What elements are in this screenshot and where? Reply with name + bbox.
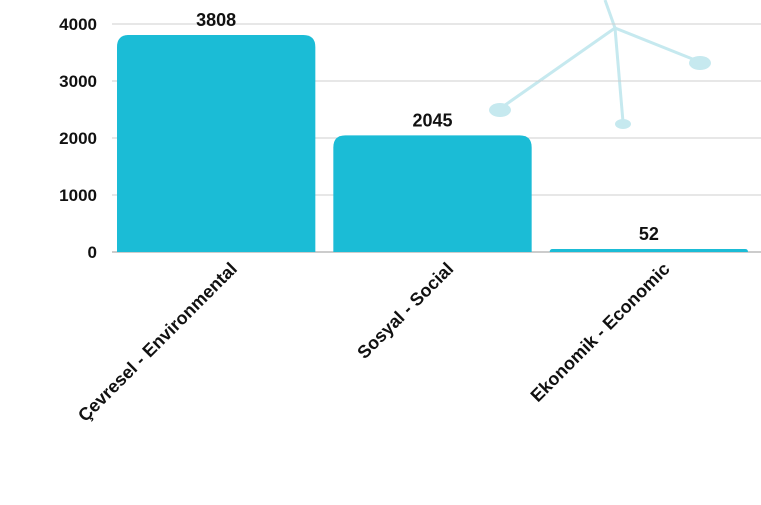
y-tick-label: 2000 — [59, 129, 97, 148]
bar — [549, 249, 748, 252]
bar — [333, 135, 532, 252]
y-tick-label: 3000 — [59, 72, 97, 91]
x-axis-tick-labels: Çevresel - Environmental Sosyal - Social E… — [74, 259, 674, 426]
y-tick-label: 4000 — [59, 15, 97, 34]
x-tick-label: Ekonomik - Economic — [527, 259, 674, 406]
y-tick-label: 1000 — [59, 186, 97, 205]
wind-turbine-icon — [489, 0, 711, 129]
data-labels: 3808 2045 52 — [196, 10, 659, 244]
y-axis-tick-labels: 0 1000 2000 3000 4000 — [59, 15, 97, 262]
data-label: 2045 — [412, 110, 452, 130]
data-label: 52 — [639, 224, 659, 244]
x-tick-label: Sosyal - Social — [353, 259, 457, 363]
x-tick-label: Çevresel - Environmental — [74, 259, 241, 426]
bars — [117, 34, 748, 252]
y-tick-label: 0 — [88, 243, 97, 262]
data-label: 3808 — [196, 10, 236, 30]
bar — [117, 34, 316, 252]
